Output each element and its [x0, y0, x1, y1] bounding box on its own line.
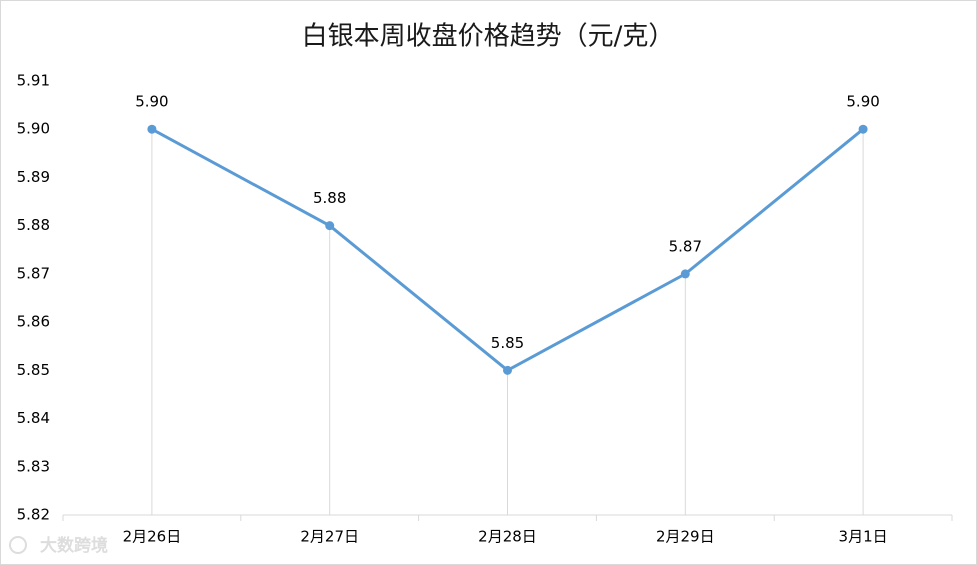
data-label: 5.87	[669, 237, 702, 255]
data-label: 5.85	[491, 334, 524, 352]
x-tick-label: 3月1日	[839, 528, 888, 546]
x-tick-label: 2月28日	[478, 528, 537, 546]
data-point	[503, 365, 512, 375]
x-tick-label: 2月29日	[656, 528, 715, 546]
data-label: 5.90	[135, 93, 168, 111]
data-point	[858, 124, 868, 134]
y-tick-label: 5.91	[17, 72, 50, 90]
y-tick-label: 5.83	[17, 457, 50, 475]
data-point	[147, 124, 157, 134]
y-tick-label: 5.88	[17, 216, 50, 234]
data-point	[325, 221, 335, 231]
watermark: 大数跨境	[40, 535, 108, 556]
x-tick-label: 2月26日	[123, 528, 182, 546]
y-tick-label: 5.86	[17, 313, 50, 331]
data-label: 5.90	[846, 93, 879, 111]
y-tick-label: 5.87	[17, 264, 50, 282]
y-tick-label: 5.89	[17, 168, 50, 186]
y-tick-label: 5.90	[17, 120, 50, 138]
x-tick-label: 2月27日	[300, 528, 359, 546]
data-point	[680, 269, 690, 279]
chart-title: 白银本周收盘价格趋势（元/克）	[302, 22, 675, 52]
y-tick-label: 5.82	[17, 506, 50, 524]
y-tick-label: 5.84	[17, 409, 50, 427]
data-label: 5.88	[313, 189, 346, 207]
y-tick-label: 5.85	[17, 361, 50, 379]
watermark-icon	[9, 536, 27, 554]
